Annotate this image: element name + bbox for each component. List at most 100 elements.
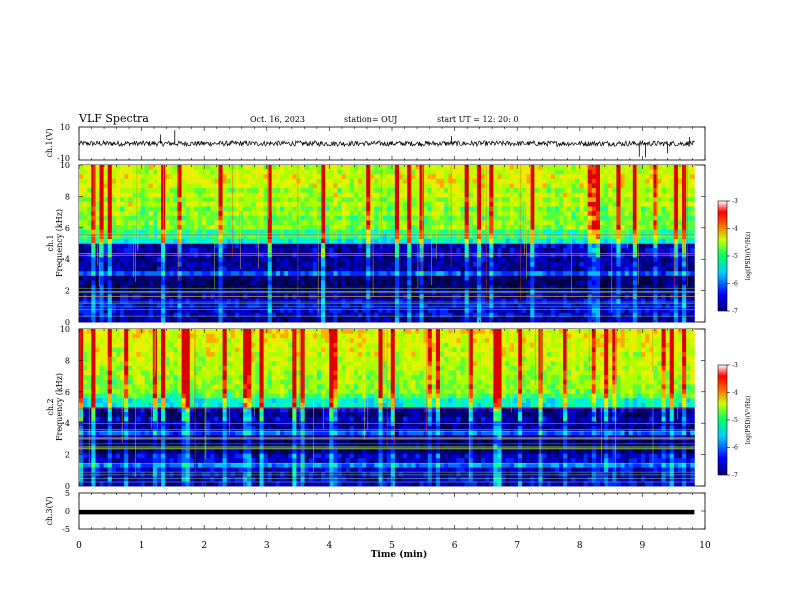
spectrogram-cell — [591, 257, 597, 263]
spectrogram-cell — [124, 225, 129, 231]
spectrogram-cell — [456, 183, 461, 189]
spectrogram-cell — [124, 197, 129, 203]
spectrogram-cell — [345, 308, 351, 314]
spectrogram-cell — [690, 243, 695, 249]
spectrogram-cell — [124, 183, 129, 189]
spectrogram-cell — [255, 289, 260, 295]
spectrogram-cell — [398, 197, 404, 203]
spectrogram-cell — [128, 201, 133, 207]
spectrogram-cell — [124, 192, 129, 198]
spectrogram-cell — [333, 206, 338, 212]
spectrogram-cell — [271, 289, 277, 295]
spectrogram-cell — [407, 225, 412, 231]
spectrogram-cell — [464, 215, 470, 221]
spectrogram-cell — [472, 220, 478, 226]
spectrogram-cell — [316, 243, 322, 249]
spectrogram-cell — [673, 206, 679, 212]
spectrogram-cell — [452, 308, 457, 314]
spectrogram-cell — [275, 289, 281, 295]
spectrogram-cell — [558, 303, 564, 309]
spectrogram-cell — [271, 312, 277, 318]
spectrogram-cell — [632, 206, 638, 212]
spectrogram-cell — [132, 308, 137, 314]
spectrogram-cell — [300, 206, 306, 212]
spectrogram-cell — [370, 243, 375, 249]
spectrogram-cell — [390, 257, 396, 263]
spectrogram-cell — [99, 289, 105, 295]
spectrogram-cell — [612, 303, 617, 309]
spectrogram-cell — [329, 261, 334, 267]
spectrogram-cell — [390, 238, 396, 244]
spectrogram-cell — [485, 197, 490, 203]
spectrogram-cell — [636, 257, 642, 263]
spectrogram-cell — [222, 225, 228, 231]
spectrogram-cell — [79, 183, 84, 189]
spectrogram-cell — [115, 257, 121, 263]
spectrogram-cell — [382, 289, 388, 295]
spectrogram-cell — [423, 178, 429, 184]
spectrogram-cell — [628, 211, 634, 217]
spectrogram-cell — [407, 257, 412, 263]
spectrogram-cell — [91, 192, 96, 198]
spectrogram-cell — [206, 298, 211, 304]
spectrogram-cell — [124, 275, 129, 281]
spectrogram-cell — [214, 266, 219, 272]
spectrogram-cell — [267, 178, 273, 184]
spectrogram-cell — [370, 201, 375, 207]
spectrogram-cell — [571, 248, 576, 254]
spectrogram-cell — [386, 280, 392, 286]
spectrogram-cell — [411, 280, 416, 286]
spectrogram-cell — [423, 289, 429, 295]
spectrogram-cell — [476, 275, 482, 281]
spectrogram-cell — [554, 188, 560, 194]
spectrogram-cell — [304, 280, 310, 286]
spectrogram-cell — [152, 192, 158, 198]
spectrogram-cell — [259, 234, 265, 240]
spectrogram-cell — [481, 238, 486, 244]
spectrogram-cell — [390, 271, 396, 277]
spectrogram-cell — [394, 169, 400, 175]
spectrogram-cell — [95, 275, 100, 281]
spectrogram-cell — [111, 206, 117, 212]
spectrogram-cell — [148, 248, 154, 254]
spectrogram-cell — [362, 308, 367, 314]
spectrogram-cell — [120, 280, 125, 286]
spectrogram-cell — [661, 308, 667, 314]
spectrogram-cell — [296, 183, 301, 189]
spectrogram-cell — [280, 229, 285, 235]
spectrogram-cell — [669, 275, 675, 281]
spectrogram-cell — [111, 174, 117, 180]
spectrogram-cell — [325, 174, 330, 180]
spectrogram-cell — [275, 238, 281, 244]
spectrogram-cell — [107, 206, 113, 212]
spectrogram-cell — [509, 201, 515, 207]
spectrogram-cell — [107, 211, 113, 217]
spectrogram-cell — [169, 298, 174, 304]
spectrogram-cell — [230, 257, 236, 263]
spectrogram-cell — [550, 188, 556, 194]
spectrogram-cell — [653, 192, 658, 198]
spectrogram-cell — [636, 215, 642, 221]
spectrogram-cell — [448, 192, 453, 198]
spectrogram-cell — [382, 206, 388, 212]
spectrogram-cell — [148, 192, 154, 198]
spectrogram-cell — [271, 211, 277, 217]
spectrogram-cell — [362, 298, 367, 304]
spectrogram-cell — [448, 169, 453, 175]
spectrogram-cell — [485, 183, 490, 189]
spectrogram-cell — [95, 285, 100, 291]
spectrogram-cell — [608, 248, 613, 254]
spectrogram-cell — [325, 206, 330, 212]
spectrogram-cell — [325, 271, 330, 277]
spectrogram-cell — [148, 165, 154, 171]
spectrogram-cell — [321, 280, 326, 286]
spectrogram-cell — [394, 248, 400, 254]
ch1-ytick-bottom: -10 — [57, 154, 70, 163]
spectrogram-cell — [304, 225, 310, 231]
spectrogram-cell — [366, 220, 371, 226]
spectrogram-cell — [226, 271, 232, 277]
spectrogram-cell — [571, 285, 576, 291]
spectrogram-cell — [493, 220, 498, 226]
spectrogram-cell — [415, 312, 420, 318]
